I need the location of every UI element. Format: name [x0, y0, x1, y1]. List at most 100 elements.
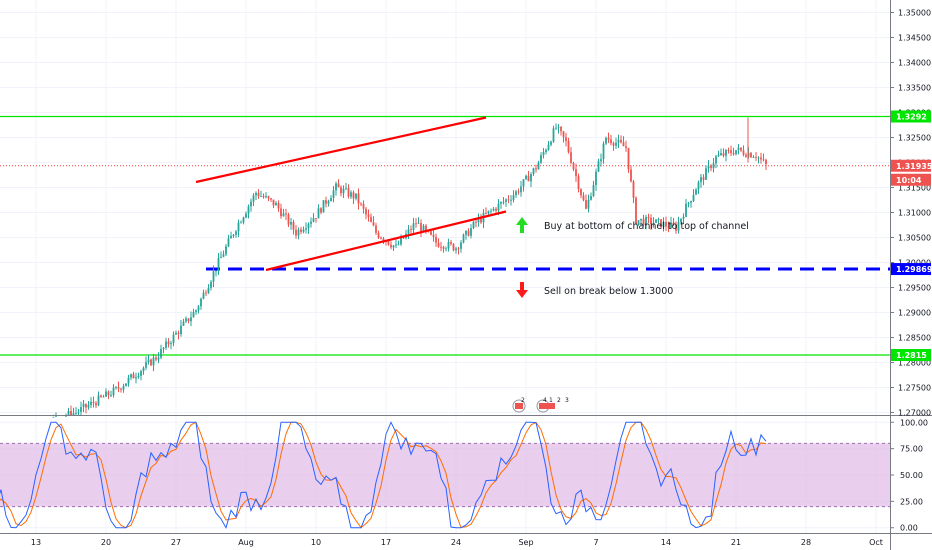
candle-body [485, 213, 487, 214]
candle-body [77, 411, 80, 413]
event-count: 2 [557, 397, 561, 404]
candle-body [647, 216, 650, 218]
candle-body [465, 230, 467, 235]
candle-body [260, 195, 262, 197]
candle-body [357, 193, 360, 204]
osc-tick-label: 100.00 [900, 418, 928, 427]
candle-body [660, 219, 662, 228]
candle-body [540, 155, 542, 163]
candle-body [67, 410, 70, 415]
candle-body [360, 203, 362, 205]
candle-body [480, 218, 482, 223]
candle-body [525, 175, 527, 180]
candle-body [267, 196, 270, 199]
candle-body [432, 234, 435, 237]
candle-body [175, 332, 177, 335]
candle-body [222, 254, 225, 257]
candle-body [612, 143, 615, 146]
candle-body [97, 395, 100, 406]
candle-body [492, 208, 495, 211]
candle-body [607, 137, 610, 140]
candle-body [347, 188, 350, 197]
candle-body [92, 401, 95, 404]
candle-body [730, 150, 732, 154]
candle-body [370, 217, 372, 223]
candle-body [710, 165, 712, 169]
candle-body [510, 199, 512, 201]
candle-body [230, 235, 232, 239]
candle-body [590, 196, 592, 200]
candle-body [215, 270, 217, 272]
candle-body [75, 412, 77, 414]
candle-body [580, 189, 582, 196]
candle-body [327, 201, 330, 204]
channel-lines [195, 116, 507, 272]
candle-body [555, 127, 557, 129]
candle-body [615, 142, 617, 146]
candle-body [562, 131, 565, 138]
candle-body [242, 217, 245, 223]
candle-body [765, 159, 767, 165]
candle-body [335, 183, 337, 191]
candle-body [430, 231, 432, 235]
event-count: 4 [543, 397, 547, 404]
candle-body [382, 238, 385, 242]
candle-body [502, 201, 505, 203]
candle-body [497, 203, 500, 211]
candle-body [632, 181, 635, 198]
candle-body [662, 221, 665, 228]
candle-body [407, 229, 410, 234]
candle-body [345, 188, 347, 190]
candle-body [692, 194, 695, 202]
candle-body [152, 357, 155, 366]
candle-body [180, 325, 182, 335]
candle-body [232, 234, 235, 236]
candle-body [672, 222, 675, 225]
price-tick-label: 1.28000 [898, 359, 931, 368]
candle-body [522, 179, 525, 187]
candle-body [585, 200, 587, 209]
time-tick-label: Sep [518, 538, 533, 547]
countdown-tag-bg [891, 173, 931, 186]
candle-body [560, 126, 562, 132]
candle-body [760, 157, 762, 160]
candle-body [142, 367, 145, 372]
candle-body [375, 225, 377, 233]
candle-body [715, 156, 717, 164]
candle-body [190, 317, 192, 322]
candle-body [472, 221, 475, 229]
upper-level-tag: 1.3292 [896, 113, 927, 122]
candle-body [567, 140, 570, 153]
candle-body [107, 391, 110, 396]
candle-body [315, 218, 317, 219]
price-tick-label: 1.27500 [898, 384, 931, 393]
candle-body [337, 183, 340, 188]
candle-body [717, 155, 720, 157]
candle-body [572, 162, 575, 170]
candle-body [195, 310, 197, 312]
candle-body [127, 377, 130, 384]
candle-body [445, 248, 447, 250]
time-tick-label: 13 [31, 538, 41, 547]
candle-body [625, 146, 627, 148]
current-price-tag-bg [891, 159, 931, 172]
candle-body [307, 223, 310, 229]
price-tick-label: 1.30500 [898, 234, 931, 243]
candle-body [455, 248, 457, 251]
candle-body [352, 192, 355, 199]
candle-body [487, 210, 490, 214]
upper-level-tag-bg [891, 110, 931, 123]
osc-tick-label: 50.00 [900, 471, 923, 480]
candle-body [225, 246, 227, 255]
candle-body [642, 218, 645, 226]
candle-body [342, 188, 345, 194]
candle-body [165, 341, 167, 348]
candle-body [552, 128, 555, 142]
candle-body [120, 388, 122, 390]
candle-body [677, 222, 680, 231]
candle-body [362, 203, 365, 209]
candle-body [160, 348, 162, 358]
dashed-level-tag-bg [891, 263, 931, 276]
candle-body [665, 221, 667, 227]
